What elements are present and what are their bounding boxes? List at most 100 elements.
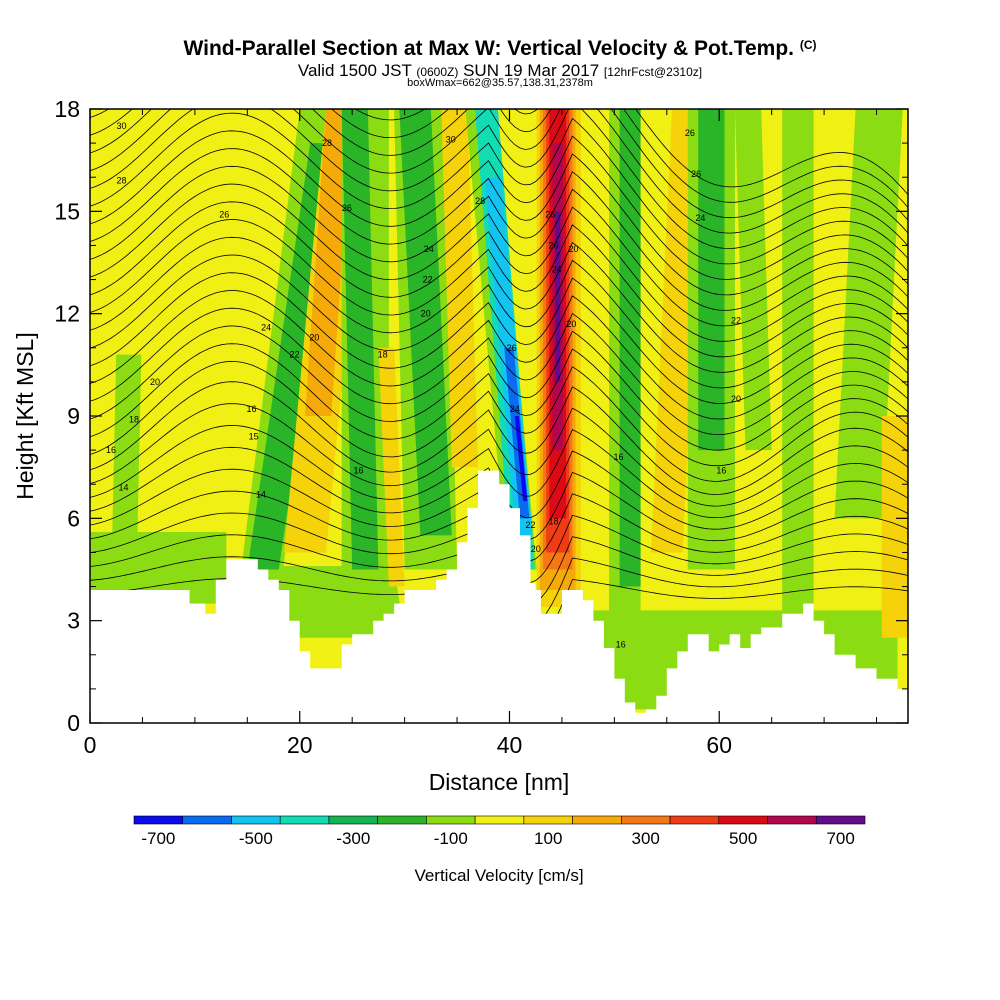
chart-subtitle: Valid 1500 JST (0600Z) SUN 19 Mar 2017 […	[0, 61, 1000, 81]
colorbar-swatch	[231, 815, 281, 825]
contour-label: 28	[475, 196, 485, 206]
theta-contour	[90, 381, 908, 495]
contour-label: 26	[685, 128, 695, 138]
contour-label-text: 20	[421, 309, 431, 319]
theta-contour	[90, 272, 908, 404]
velocity-cell	[441, 109, 479, 468]
x-tick-label: 20	[287, 732, 313, 758]
x-tick-label: 60	[706, 732, 732, 758]
colorbar-tick-label: -300	[336, 829, 370, 848]
contour-label: 28	[322, 138, 332, 148]
chart-title: Wind-Parallel Section at Max W: Vertical…	[0, 37, 1000, 61]
theta-contour	[90, 201, 908, 342]
contour-label-text: 20	[566, 319, 576, 329]
y-tick-label: 15	[54, 198, 80, 224]
theta-contour	[90, 148, 908, 296]
theta-contour	[90, 183, 908, 327]
colorbar-swatch	[182, 815, 232, 825]
contour-label-text: 24	[261, 322, 271, 332]
contour-label-text: 26	[219, 210, 229, 220]
colorbar-swatch	[328, 815, 378, 825]
contour-label-text: 20	[731, 394, 741, 404]
x-tick-label: 40	[497, 732, 523, 758]
velocity-cell	[555, 211, 561, 382]
theta-contour	[90, 307, 908, 436]
y-tick-label: 12	[54, 301, 80, 327]
y-tick-label: 6	[67, 505, 80, 531]
contour-label-text: 26	[507, 343, 517, 353]
theta-contour	[90, 403, 908, 507]
contour-label-text: 22	[423, 275, 433, 285]
colorbar-tick-label: 700	[826, 829, 854, 848]
contour-label: 20	[566, 319, 576, 329]
contour-label-text: 20	[531, 544, 541, 554]
colorbar-swatch	[669, 815, 720, 825]
theta-contour	[90, 425, 908, 519]
contour-label-text: 16	[716, 466, 726, 476]
contour-label: 22	[423, 275, 433, 285]
theta-contour	[90, 112, 908, 265]
contour-label: 14	[119, 483, 129, 493]
contour-label: 16	[246, 404, 256, 414]
contour-label: 28	[116, 176, 126, 186]
contour-label-text: 16	[246, 404, 256, 414]
title-tag: (C)	[799, 38, 817, 52]
contour-label-text: 26	[691, 169, 701, 179]
colorbar-swatch	[133, 815, 184, 825]
contour-label-text: 20	[568, 244, 578, 254]
contour-label: 22	[731, 315, 741, 325]
plot-area: 30 28 26 20 18 16 14 28 26 24 22 20 18 16 15 14 16 30 28 24…	[90, 109, 908, 723]
contour-label: 20	[150, 377, 160, 387]
contour-label-text: 24	[695, 213, 705, 223]
contour-label: 14	[256, 489, 266, 499]
y-tick-label: 0	[67, 710, 80, 736]
contour-label-text: 14	[256, 489, 266, 499]
contour-label: 22	[289, 350, 299, 360]
theta-contour	[90, 236, 908, 373]
contour-label: 24	[424, 244, 434, 254]
contour-label-text: 30	[116, 121, 126, 131]
x-axis-label: Distance [nm]	[429, 769, 570, 795]
contour-label-text: 22	[525, 520, 535, 530]
velocity-cell	[399, 109, 452, 536]
contour-label-text: 18	[129, 414, 139, 424]
contour-label-text: 16	[353, 466, 363, 476]
contour-label: 20	[568, 244, 578, 254]
contour-label-text: 24	[424, 244, 434, 254]
colorbar-swatch	[621, 815, 671, 825]
colorbar-swatch	[572, 815, 622, 825]
theta-contour	[90, 325, 908, 451]
theta-contour	[90, 254, 908, 389]
y-tick-label: 18	[54, 96, 80, 122]
contour-label: 18	[378, 350, 388, 360]
contour-label-text: 20	[309, 333, 319, 343]
theta-contour	[90, 109, 908, 195]
title-text: Wind-Parallel Section at Max W: Vertical…	[183, 37, 794, 60]
contour-label: 15	[249, 431, 259, 441]
contour-label: 16	[614, 452, 624, 462]
contour-label: 24	[695, 213, 705, 223]
colorbar-swatch	[474, 815, 525, 825]
colorbar-swatch	[426, 815, 476, 825]
contour-label-text: 28	[475, 196, 485, 206]
colorbar-swatch	[718, 815, 768, 825]
contour-label-text: 26	[545, 210, 555, 220]
contour-label: 24	[510, 404, 520, 414]
colorbar: -700 -500 -300 -100 100 300 500 700	[133, 815, 866, 848]
axes: 0 20 40 60 0 3 6 9 12 15 18	[54, 96, 909, 758]
theta-contour	[90, 109, 908, 221]
theta-contour	[90, 109, 908, 208]
contour-label-text: 26	[685, 128, 695, 138]
subtitle-forecast: [12hrFcst@2310z]	[603, 65, 703, 79]
contour-label: 24	[552, 264, 562, 274]
theta-contour	[90, 109, 908, 234]
contour-label-text: 26	[342, 203, 352, 213]
contour-label-text: 18	[549, 517, 559, 527]
contour-label-text: 15	[249, 431, 259, 441]
contour-label: 26	[549, 240, 559, 250]
contour-label: 26	[507, 343, 517, 353]
contour-label: 26	[342, 203, 352, 213]
velocity-cell	[110, 354, 142, 594]
velocity-cell	[514, 416, 528, 502]
contour-label-text: 24	[510, 404, 520, 414]
